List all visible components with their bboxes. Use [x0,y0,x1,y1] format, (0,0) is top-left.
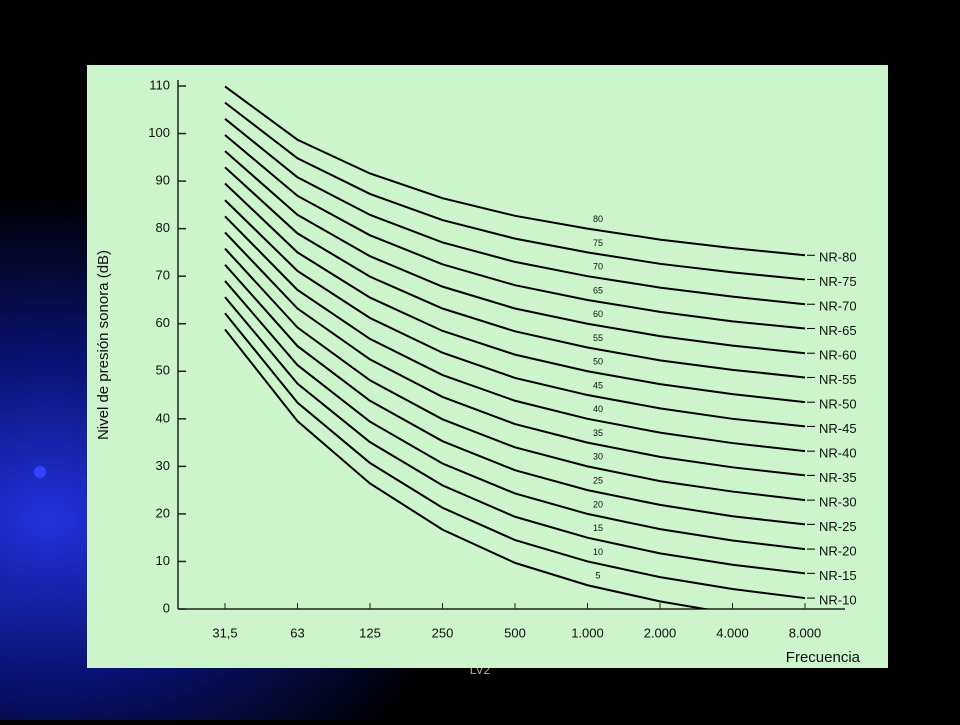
curve-label: 25 [593,476,603,486]
series-label: NR-30 [819,495,857,510]
bullet [34,466,46,478]
curve-label: 60 [593,309,603,319]
series-label: NR-65 [819,323,857,338]
series-label: NR-45 [819,421,857,436]
series-label: NR-20 [819,544,857,559]
nr-curve [224,280,806,551]
series-label: NR-80 [819,250,857,265]
series-label: NR-10 [819,593,857,608]
y-tick-label: 20 [156,505,170,520]
series-label: NR-75 [819,274,857,289]
series-label: NR-40 [819,446,857,461]
curve-label: 75 [593,238,603,248]
x-tick-label: 8.000 [789,625,822,640]
y-tick-label: 110 [149,77,170,92]
x-tick-label: 2.000 [644,625,677,640]
x-tick-label: 63 [290,625,304,640]
nr-curve [224,312,806,600]
nr-curve [224,150,806,355]
x-tick-label: 250 [432,625,454,640]
y-tick-label: 40 [156,410,170,425]
y-tick-label: 90 [156,173,170,188]
nr-curve [224,247,806,502]
nr-curve [224,182,806,404]
curve-label: 15 [593,523,603,533]
series-label: NR-25 [819,519,857,534]
y-axis-title: Nivel de presión sonora (dB) [95,250,112,440]
series-label: NR-55 [819,372,857,387]
x-tick-label: 1.000 [571,625,604,640]
series-label: NR-70 [819,299,857,314]
x-tick-label: 500 [504,625,526,640]
x-tick-label: 31,5 [212,625,237,640]
y-tick-label: 0 [163,600,170,615]
curve-label: 35 [593,428,603,438]
series-label: NR-60 [819,348,857,363]
nr-curve [224,296,806,575]
chart-panel [87,65,888,668]
y-tick-label: 100 [148,125,170,140]
curve-label: 10 [593,547,603,557]
plot-area [224,85,806,609]
y-tick-label: 50 [156,363,170,378]
curve-label: 80 [593,214,603,224]
nr-curve [224,118,806,306]
nr-curve [224,264,806,526]
y-tick-label: 60 [156,315,170,330]
y-tick-label: 30 [156,458,170,473]
curve-label: 40 [593,404,603,414]
nr-curve [224,199,806,428]
curve-label: 70 [593,262,603,272]
curve-label: 20 [593,499,603,509]
curve-label: 45 [593,380,603,390]
curve-label: 5 [595,571,600,581]
nr-curve [224,215,806,453]
x-axis-title: Frecuencia [786,649,861,666]
x-tick-label: 4.000 [716,625,749,640]
nr-curve [224,231,806,477]
curve-label: 30 [593,452,603,462]
x-tick-label: 125 [359,625,381,640]
y-tick-label: 80 [156,220,170,235]
series-label: NR-15 [819,568,857,583]
y-tick-label: 70 [156,268,170,283]
nr-curve [224,101,806,281]
curve-label: 55 [593,333,603,343]
nr-curve [224,328,711,609]
nr-curve [224,166,806,379]
series-label: NR-35 [819,470,857,485]
nr-curve [224,85,806,257]
series-label: NR-50 [819,397,857,412]
curve-label: 50 [593,357,603,367]
y-tick-label: 10 [156,553,170,568]
curve-label: 65 [593,285,603,295]
nr-curve [224,134,806,330]
